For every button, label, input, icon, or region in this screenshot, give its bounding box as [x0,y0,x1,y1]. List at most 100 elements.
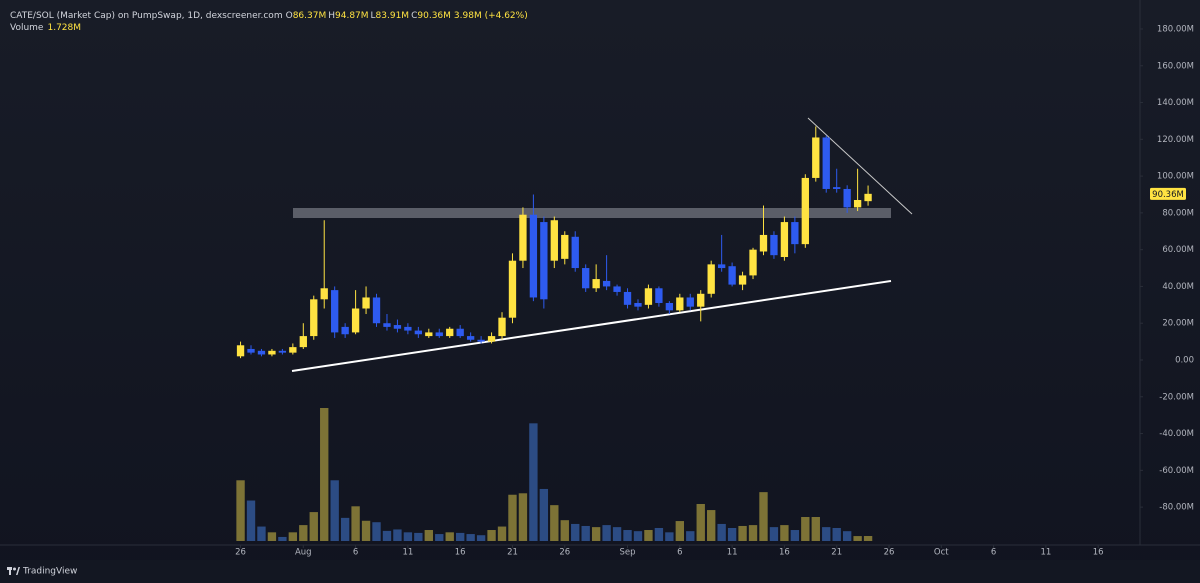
ohlc-value: 83.91M [376,11,410,21]
candle-body [331,290,339,333]
volume-bar [644,530,653,541]
y-tick-label: 20.00M [1162,319,1194,329]
volume-layer [236,408,873,541]
candle-body [864,193,872,202]
x-tick-label: 16 [779,548,790,558]
candle-body [602,280,611,287]
volume-bar [372,522,381,541]
candle-body [676,297,684,311]
candle-body [582,268,590,289]
candle-body [697,293,705,307]
candle-body [477,339,485,342]
candle-body [571,236,579,269]
candle-body [529,214,538,298]
volume-bar [414,532,423,541]
chart-title: CATE/SOL (Market Cap) on PumpSwap, 1D, d… [10,11,283,21]
candle-body [372,297,381,324]
y-tick-label: -80.00M [1159,503,1194,513]
volume-bar [665,532,674,541]
volume-bar [654,527,664,541]
volume-bar [257,526,266,541]
candle-body [456,328,464,337]
volume-bar [707,510,716,541]
volume-bar [853,536,862,541]
candle-body [289,347,297,353]
x-tick-label: 11 [402,548,413,558]
y-tick-label: 160.00M [1157,61,1194,71]
volume-bar [581,525,590,541]
volume-bar [539,488,549,541]
candle-body [738,275,747,285]
candle-body [268,350,276,355]
volume-bar [330,480,339,541]
volume-bar [246,500,256,541]
x-tick-label: 16 [455,548,466,558]
volume-bar [686,531,695,541]
x-tick-label: Sep [620,548,636,558]
candle-body [707,264,715,294]
volume-bar [403,532,413,541]
candle-body [728,266,736,285]
y-tick-label: -20.00M [1159,392,1194,402]
volume-bar [717,523,726,541]
candle-body [362,297,370,309]
candle-body [822,137,830,189]
candle-body [843,188,851,208]
brand-name: TradingView [22,567,77,577]
volume-bar [811,517,820,541]
y-tick-label: 120.00M [1157,135,1194,145]
volume-bar [320,408,329,541]
x-tick-label: 16 [1093,548,1104,558]
volume-bar [361,520,371,541]
volume-bar [267,532,277,541]
candle-body [770,234,778,256]
candle-body [466,336,475,340]
y-tick-label: 180.00M [1157,24,1194,34]
candle-body [236,345,245,357]
candle-body [257,350,266,355]
volume-bar [529,423,538,541]
volume-bar [759,492,768,541]
volume-bar [790,530,800,541]
y-tick-label: -60.00M [1159,466,1194,476]
volume-bar [748,525,758,541]
brand-logo [7,567,20,575]
volume-bar [623,530,632,541]
candle-body [404,326,412,331]
candle-body [561,234,569,259]
volume-bar [456,532,465,541]
volume-bar [393,529,402,541]
candle-body [414,330,423,335]
candle-body [278,350,287,353]
volume-bar [727,527,737,541]
x-tick-label: 11 [1040,548,1051,558]
candle-body [759,234,768,252]
ohlc-value: 86.37M [293,11,327,21]
volume-bar [382,530,392,541]
volume-bar [633,531,643,541]
volume-bar [863,536,873,541]
volume-value: 1.728M [47,23,81,33]
volume-bar [466,534,475,541]
x-tick-label: 21 [507,548,518,558]
volume-bar [497,526,507,541]
candle-body [310,299,318,337]
volume-bar [602,525,611,541]
candle-body [853,200,862,208]
candle-body [623,291,632,305]
volume-bar [299,525,308,541]
candle-body [508,260,517,318]
volume-bar [236,480,245,541]
ohlc-value: 90.36M [417,11,451,21]
candle-body [717,264,726,269]
ohlc-key: L [371,11,376,21]
candle-body [592,279,600,289]
candle-body [791,222,799,245]
x-tick-label: 26 [884,548,895,558]
candle-body [299,336,307,348]
y-tick-label: 80.00M [1162,208,1194,218]
volume-bar [424,530,433,541]
volume-bar [696,503,705,541]
